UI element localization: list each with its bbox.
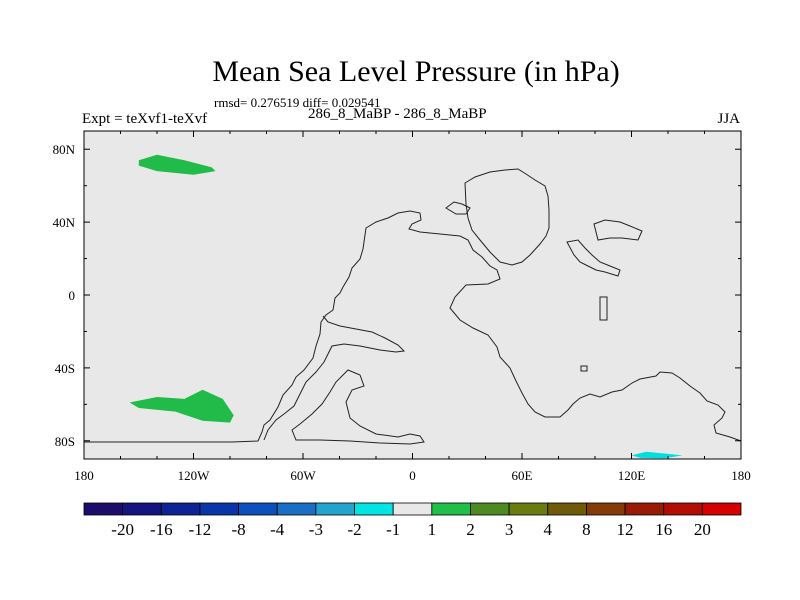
colorbar-label: 8: [582, 520, 591, 539]
x-tick-label: 0: [409, 468, 416, 483]
colorbar-box: [238, 502, 278, 516]
coastline-africa-inner: [263, 315, 406, 441]
x-tick-label: 60W: [290, 468, 316, 483]
y-tick-label: 80N: [53, 142, 76, 157]
y-axis: 80N 40N 0 40S 80S: [53, 142, 741, 449]
anomaly-antarctic-negative: [631, 451, 683, 459]
anomaly-regions: [129, 154, 683, 459]
colorbar-box: [315, 502, 355, 516]
colorbar-label: -20: [111, 520, 134, 539]
colorbar-box: [122, 502, 162, 516]
season-label: JJA: [717, 111, 740, 127]
colorbar-box: [276, 502, 317, 516]
colorbar-label: 2: [466, 520, 475, 539]
chart-title: Mean Sea Level Pressure (in hPa): [212, 55, 620, 88]
colorbar-box: [392, 502, 433, 516]
colorbar-label: -1: [386, 520, 400, 539]
colorbar-label: 4: [544, 520, 553, 539]
coastline-outline: [84, 210, 742, 443]
colorbar-box: [547, 502, 587, 516]
x-tick-label: 180: [731, 468, 751, 483]
colorbar-label: -16: [150, 520, 173, 539]
coastline-east-arc: [566, 239, 621, 277]
stats-label: rmsd= 0.276519 diff= 0.029541: [214, 95, 381, 110]
colorbar-box: [701, 502, 742, 516]
x-tick-label: 180: [74, 468, 94, 483]
colorbar-box: [586, 502, 626, 516]
coastline-tiny-island: [580, 365, 588, 372]
colorbar-label: 12: [617, 520, 634, 539]
y-tick-label: 0: [69, 288, 76, 303]
anomaly-north-pacific-positive: [138, 154, 216, 175]
colorbar-label: 1: [428, 520, 437, 539]
y-tick-label: 40N: [53, 215, 76, 230]
x-axis: 180 120W 60W 0 60E 120E 180: [74, 131, 751, 483]
colorbar-box: [354, 502, 394, 516]
colorbar-box: [508, 502, 549, 516]
colorbar-box: [663, 502, 703, 516]
x-tick-label: 120E: [618, 468, 646, 483]
experiment-label: Expt = teXvf1-teXvf: [82, 111, 208, 127]
colorbar-box: [431, 502, 471, 516]
colorbar-label: -8: [232, 520, 246, 539]
colorbar-label: -4: [270, 520, 285, 539]
coastline-small-island: [445, 201, 471, 215]
coastline-south-america: [291, 369, 425, 445]
colorbar-label: 3: [505, 520, 514, 539]
colorbar-box: [83, 502, 124, 516]
y-tick-label: 40S: [55, 361, 75, 376]
colorbar-box: [199, 502, 239, 516]
colorbar-box: [160, 502, 201, 516]
anomaly-south-pacific-positive: [129, 389, 234, 423]
coastline-north-landmass: [464, 168, 550, 266]
colorbar-label: -3: [309, 520, 323, 539]
colorbar-box: [470, 502, 510, 516]
colorbar-label: 16: [655, 520, 672, 539]
colorbar-label: 20: [694, 520, 711, 539]
colorbar: -20 -16 -12 -8 -4 -3 -2 -1 1 2 3 4 8 12 16 20: [83, 502, 742, 539]
y-tick-label: 80S: [55, 434, 75, 449]
coastline-east-islands: [593, 219, 643, 241]
colorbar-label: -2: [347, 520, 361, 539]
colorbar-box: [624, 502, 665, 516]
coastline-narrow-island: [599, 296, 608, 321]
x-tick-label: 60E: [512, 468, 533, 483]
colorbar-label: -12: [189, 520, 212, 539]
x-tick-label: 120W: [178, 468, 211, 483]
chart-subtitle: 286_8_MaBP - 286_8_MaBP: [308, 106, 487, 122]
